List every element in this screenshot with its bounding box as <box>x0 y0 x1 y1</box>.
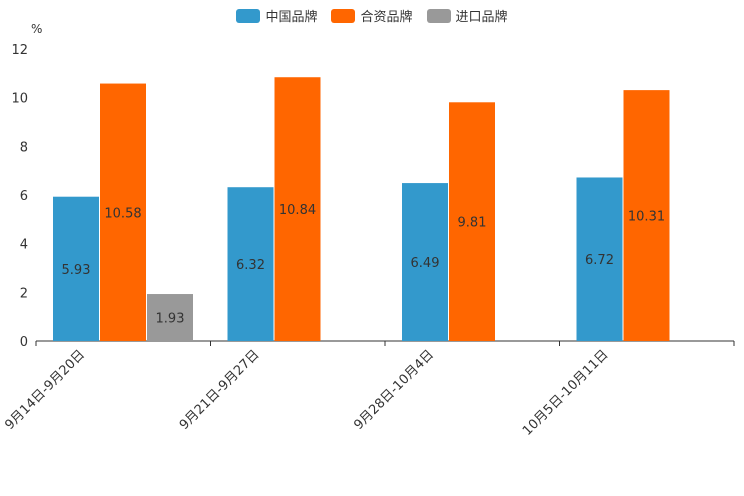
data-label: 1.93 <box>156 312 185 327</box>
data-label: 10.84 <box>279 203 316 218</box>
data-label: 10.58 <box>104 206 141 221</box>
bar-joint <box>449 102 495 341</box>
bar-china <box>576 177 623 341</box>
legend: 中国品牌 合资品牌 进口品牌 <box>0 6 744 25</box>
y-tick-label: 10 <box>11 92 28 107</box>
y-tick-label: 2 <box>20 286 28 301</box>
data-label: 6.72 <box>585 253 614 268</box>
y-unit-label: % <box>31 22 42 36</box>
bar-joint <box>623 90 670 341</box>
legend-label-import: 进口品牌 <box>455 10 508 25</box>
x-tick-label: 9月21日-9月27日 <box>177 347 263 433</box>
legend-item-import[interactable]: 进口品牌 <box>426 6 508 25</box>
x-tick-label: 9月28日-10月4日 <box>351 347 437 433</box>
data-label: 6.49 <box>411 256 440 271</box>
data-label: 6.32 <box>236 258 265 273</box>
bar-joint <box>100 83 146 341</box>
legend-swatch-china <box>236 8 261 23</box>
bar-china <box>402 183 448 341</box>
data-label: 5.93 <box>62 263 91 278</box>
data-label: 9.81 <box>458 216 487 231</box>
y-tick-label: 6 <box>20 189 28 204</box>
legend-swatch-import <box>426 8 451 23</box>
y-tick-label: 8 <box>20 140 28 155</box>
x-tick-label: 10月5日-10月11日 <box>520 347 612 439</box>
legend-label-china: 中国品牌 <box>265 10 318 25</box>
bar-import <box>147 294 193 341</box>
bar-joint <box>274 77 321 341</box>
legend-label-joint: 合资品牌 <box>360 10 413 25</box>
bar-china <box>53 196 99 341</box>
legend-swatch-joint <box>331 8 356 23</box>
legend-item-joint[interactable]: 合资品牌 <box>331 6 413 25</box>
bar-china <box>227 187 274 341</box>
data-label: 10.31 <box>628 210 665 225</box>
x-tick-label: 9月14日-9月20日 <box>2 347 88 433</box>
y-tick-label: 4 <box>20 238 28 253</box>
y-tick-label: 12 <box>11 43 28 58</box>
y-tick-label: 0 <box>20 335 28 350</box>
legend-item-china[interactable]: 中国品牌 <box>236 6 317 25</box>
